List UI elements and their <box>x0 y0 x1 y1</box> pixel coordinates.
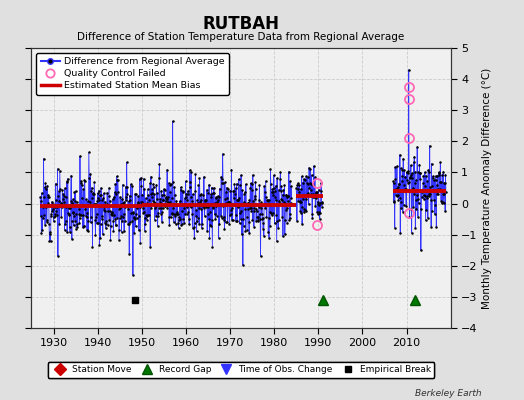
Text: Berkeley Earth: Berkeley Earth <box>416 389 482 398</box>
Legend: Station Move, Record Gap, Time of Obs. Change, Empirical Break: Station Move, Record Gap, Time of Obs. C… <box>48 362 434 378</box>
Y-axis label: Monthly Temperature Anomaly Difference (°C): Monthly Temperature Anomaly Difference (… <box>482 67 492 309</box>
Title: RUTBAH: RUTBAH <box>203 14 279 32</box>
Text: Difference of Station Temperature Data from Regional Average: Difference of Station Temperature Data f… <box>78 32 405 42</box>
